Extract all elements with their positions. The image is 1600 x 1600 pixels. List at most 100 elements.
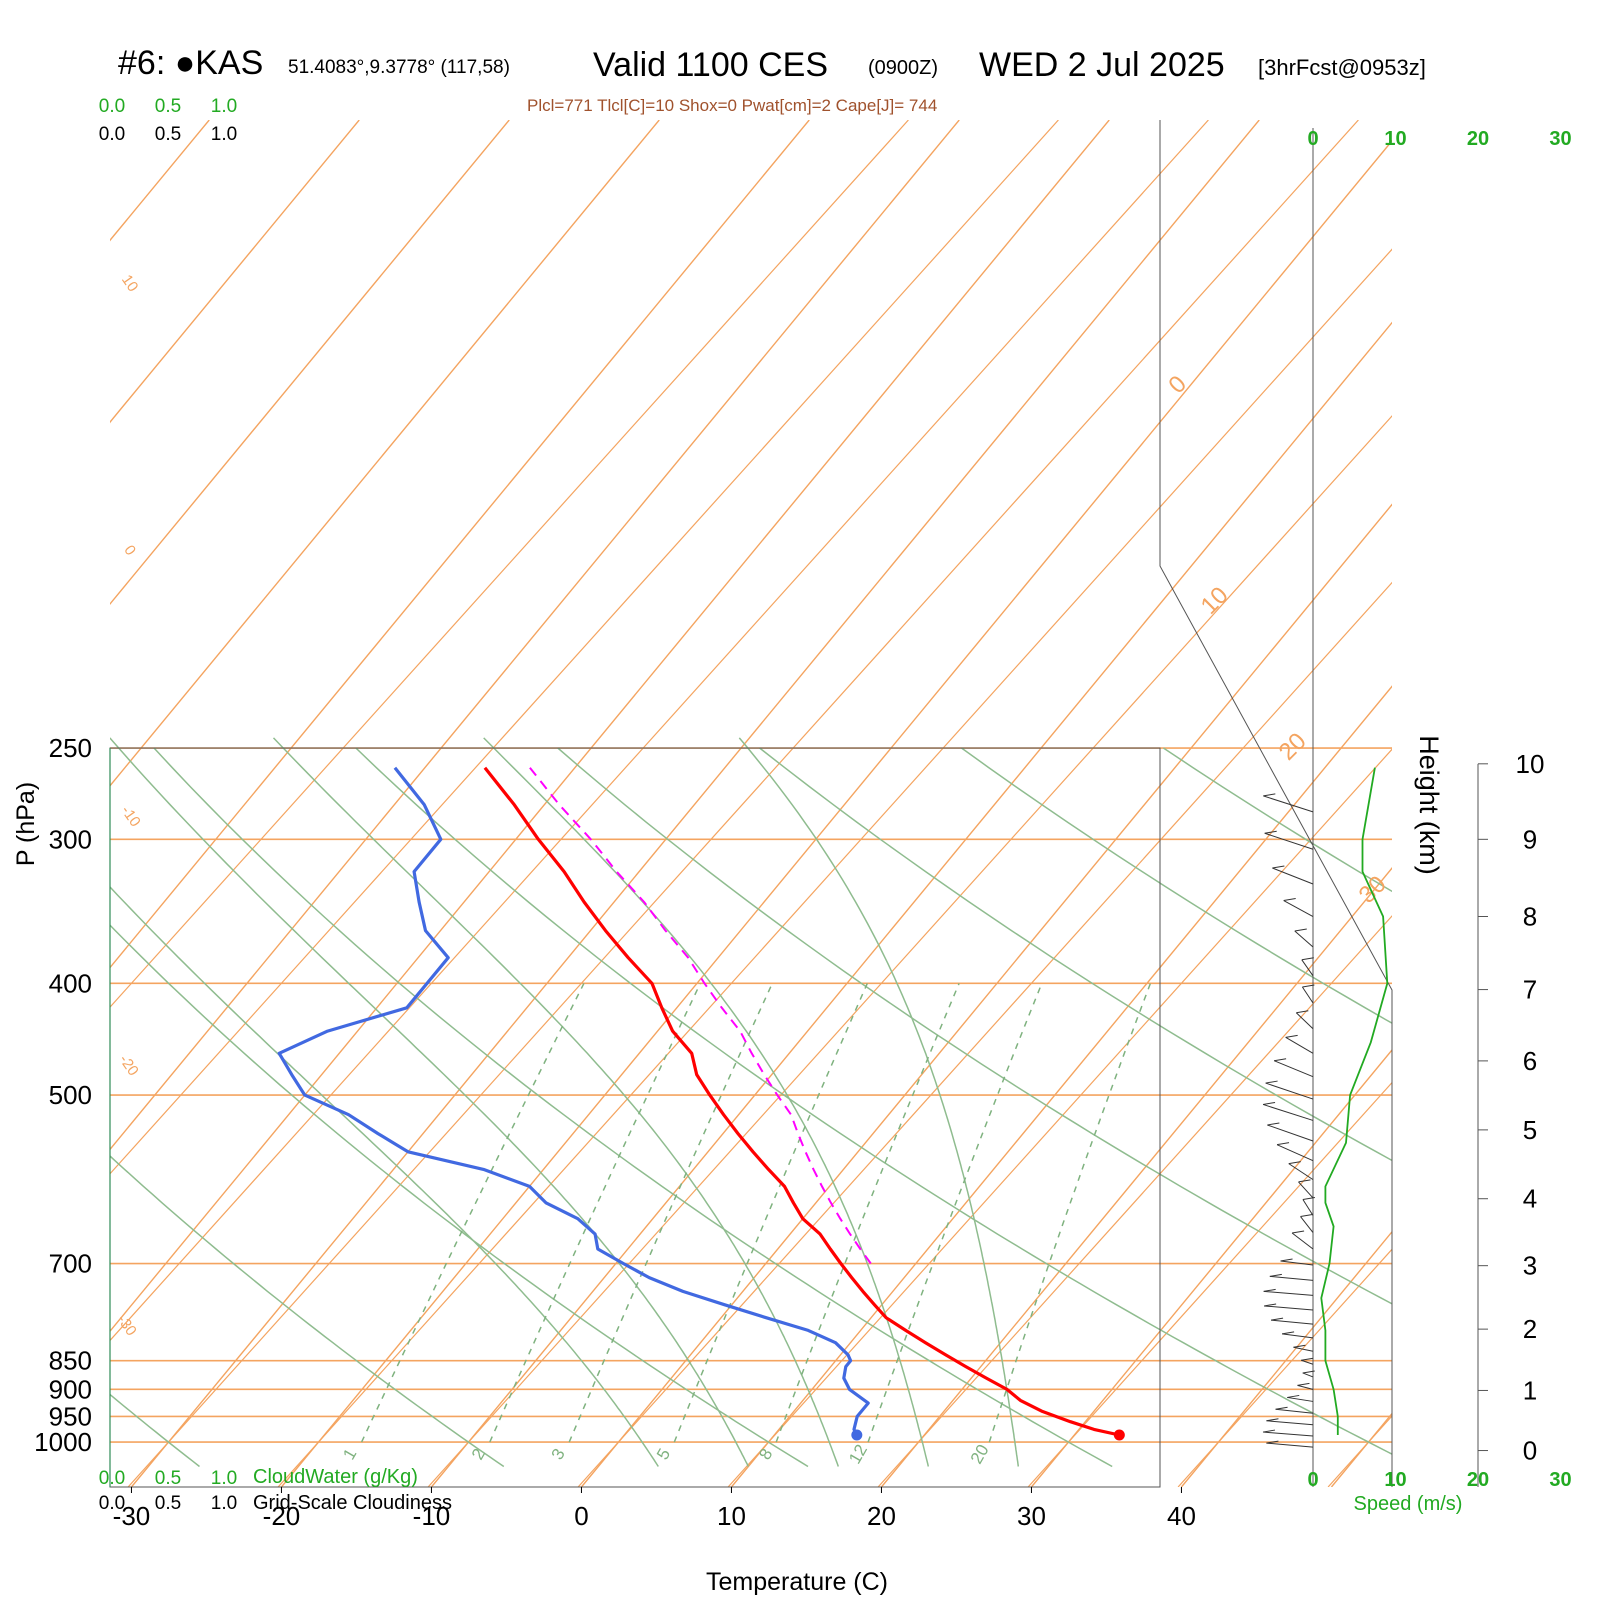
wind-barb xyxy=(1302,1372,1314,1378)
isotherm-label: -20 xyxy=(116,1052,142,1080)
wind-barb xyxy=(1266,1420,1314,1426)
wind-barb-flag xyxy=(1297,1382,1310,1386)
dewpoint-curve xyxy=(277,766,870,1436)
wind-barb xyxy=(1287,1396,1314,1402)
wind-barb xyxy=(1291,1232,1314,1250)
cloud-scale-label: 0.5 xyxy=(155,96,181,117)
wind-barb-flag xyxy=(1266,1440,1279,1444)
mixing-ratio-label: 2 xyxy=(468,1445,489,1463)
height-tick-label: 6 xyxy=(1523,1046,1537,1076)
wind-barb-flag xyxy=(1300,1214,1313,1218)
x-axis-title: Temperature (C) xyxy=(706,1568,888,1596)
height-tick-label: 5 xyxy=(1523,1115,1537,1145)
speed-tick-label-bottom: 0 xyxy=(1307,1469,1318,1491)
speed-axis-title: Speed (m/s) xyxy=(1354,1493,1463,1515)
isotherm-line xyxy=(1481,120,1600,1487)
speed-tick-label-top: 20 xyxy=(1467,128,1489,150)
wind-speed-profile xyxy=(1320,767,1389,1435)
temperature-tick-label: 40 xyxy=(1167,1501,1196,1531)
wind-barb-flag xyxy=(1294,928,1307,932)
cloudiness-label: Grid-Scale Cloudiness xyxy=(253,1492,452,1514)
pressure-tick-label: 850 xyxy=(49,1346,92,1376)
wind-barb-flag xyxy=(1264,830,1277,834)
wind-barb xyxy=(1264,1305,1314,1311)
wind-barb xyxy=(1264,832,1314,850)
wind-barb-flag xyxy=(1282,1331,1295,1335)
guide-line xyxy=(577,581,1392,1487)
wind-barb xyxy=(1263,1290,1314,1296)
cloud-scale-label: 0.0 xyxy=(99,1468,125,1489)
cloud-scale-label: 1.0 xyxy=(211,1468,237,1489)
isotherm-line xyxy=(280,139,1392,1487)
isotherm-line xyxy=(880,867,1392,1487)
guide-line xyxy=(127,120,1359,1487)
wind-barb xyxy=(1263,795,1314,813)
wind-barb-flag xyxy=(1287,1394,1300,1398)
wind-barb-flag xyxy=(1301,1357,1314,1361)
speed-tick-label-bottom: 10 xyxy=(1384,1469,1406,1491)
wind-barb-flag xyxy=(1274,1058,1287,1062)
wind-barb xyxy=(1294,930,1314,948)
mixing-ratio-line xyxy=(775,983,960,1443)
speed-tick-label-bottom: 20 xyxy=(1467,1469,1489,1491)
wind-barb-flag xyxy=(1280,1258,1293,1262)
moist-adiabat xyxy=(738,737,1020,1467)
cloud-scale-label: 0.5 xyxy=(155,124,181,145)
temperature-tick-label: 30 xyxy=(1017,1501,1046,1531)
wind-barb xyxy=(1266,1442,1314,1448)
plot-border xyxy=(109,747,1161,1488)
wind-barb xyxy=(1295,1012,1314,1030)
background-grid xyxy=(110,120,1600,1487)
guide-line xyxy=(1177,1248,1392,1487)
mixing-ratio-label: 5 xyxy=(653,1445,674,1463)
cloud-scale-label: 1.0 xyxy=(211,96,237,117)
mixing-ratio-line xyxy=(568,983,773,1443)
pressure-tick-label: 400 xyxy=(49,968,92,998)
mixing-ratio-label: 3 xyxy=(548,1445,569,1463)
isotherm-line xyxy=(730,685,1392,1487)
isotherm-label: -10 xyxy=(118,803,144,831)
dry-adiabat xyxy=(110,1393,200,1468)
wind-barb-flag xyxy=(1267,1122,1280,1126)
wind-barb xyxy=(1265,1082,1314,1100)
cloud-scale-label: 0.5 xyxy=(155,1493,181,1514)
wind-barb xyxy=(1297,1384,1314,1390)
dry-adiabat xyxy=(355,747,1392,1455)
moist-adiabat xyxy=(272,737,840,1467)
wind-barb-flag xyxy=(1262,1101,1276,1105)
wind-barb-flag xyxy=(1301,957,1314,961)
sounding-curves xyxy=(277,766,1125,1441)
isotherm-line xyxy=(430,321,1392,1487)
isotherm-line xyxy=(110,120,360,424)
pressure-tick-label: 900 xyxy=(49,1374,92,1404)
wind-barb xyxy=(1301,959,1314,977)
isotherm-line xyxy=(1180,1230,1392,1487)
isotherm-label: 20 xyxy=(1274,728,1312,766)
dry-adiabat xyxy=(557,747,1392,1305)
pressure-tick-label: 700 xyxy=(49,1249,92,1279)
height-tick-label: 0 xyxy=(1523,1436,1537,1466)
dry-adiabat xyxy=(110,924,809,1468)
pressure-tick-label: 1000 xyxy=(34,1427,92,1457)
wind-barb-flag xyxy=(1298,1179,1311,1183)
height-tick-label: 9 xyxy=(1523,824,1537,854)
temperature-tick-label: -20 xyxy=(263,1501,301,1531)
isotherm-label: 0 xyxy=(1163,370,1192,399)
wind-barb-flag xyxy=(1272,865,1285,869)
temperature-tick-label: 20 xyxy=(867,1501,896,1531)
isotherm-line xyxy=(1330,1412,1392,1487)
isotherm-line xyxy=(1030,1048,1392,1487)
forecast-info: [3hrFcst@0953z] xyxy=(1258,55,1426,80)
isotherm-line xyxy=(110,120,1110,1333)
mixing-ratio-line xyxy=(673,983,868,1443)
isotherm-line xyxy=(130,120,1260,1487)
mixing-ratio-line xyxy=(867,983,1043,1443)
cloud-scale-label: 1.0 xyxy=(211,1493,237,1514)
temperature-tick-label: 10 xyxy=(717,1501,746,1531)
wind-barb xyxy=(1280,1260,1314,1266)
temperature-curve xyxy=(483,766,1120,1437)
surface-dewpoint-dot xyxy=(851,1429,863,1441)
dry-adiabat xyxy=(1162,747,1392,893)
